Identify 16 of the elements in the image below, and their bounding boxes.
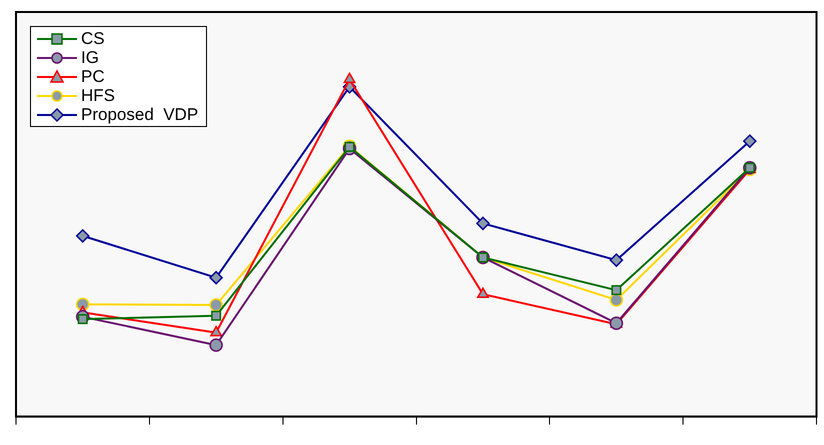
point — [209, 298, 223, 312]
legend-label: IG — [81, 48, 99, 67]
point — [476, 216, 490, 230]
legend-label: Proposed VDP — [81, 105, 198, 124]
point — [211, 310, 222, 321]
point — [611, 285, 622, 296]
point — [344, 72, 356, 84]
legend-label: CS — [81, 29, 105, 48]
point — [209, 270, 223, 284]
point — [76, 229, 90, 243]
legend-label: HFS — [81, 86, 115, 105]
point — [743, 134, 757, 148]
legend-label: PC — [81, 67, 105, 86]
point — [610, 293, 624, 307]
point — [209, 338, 223, 352]
point — [610, 253, 624, 267]
